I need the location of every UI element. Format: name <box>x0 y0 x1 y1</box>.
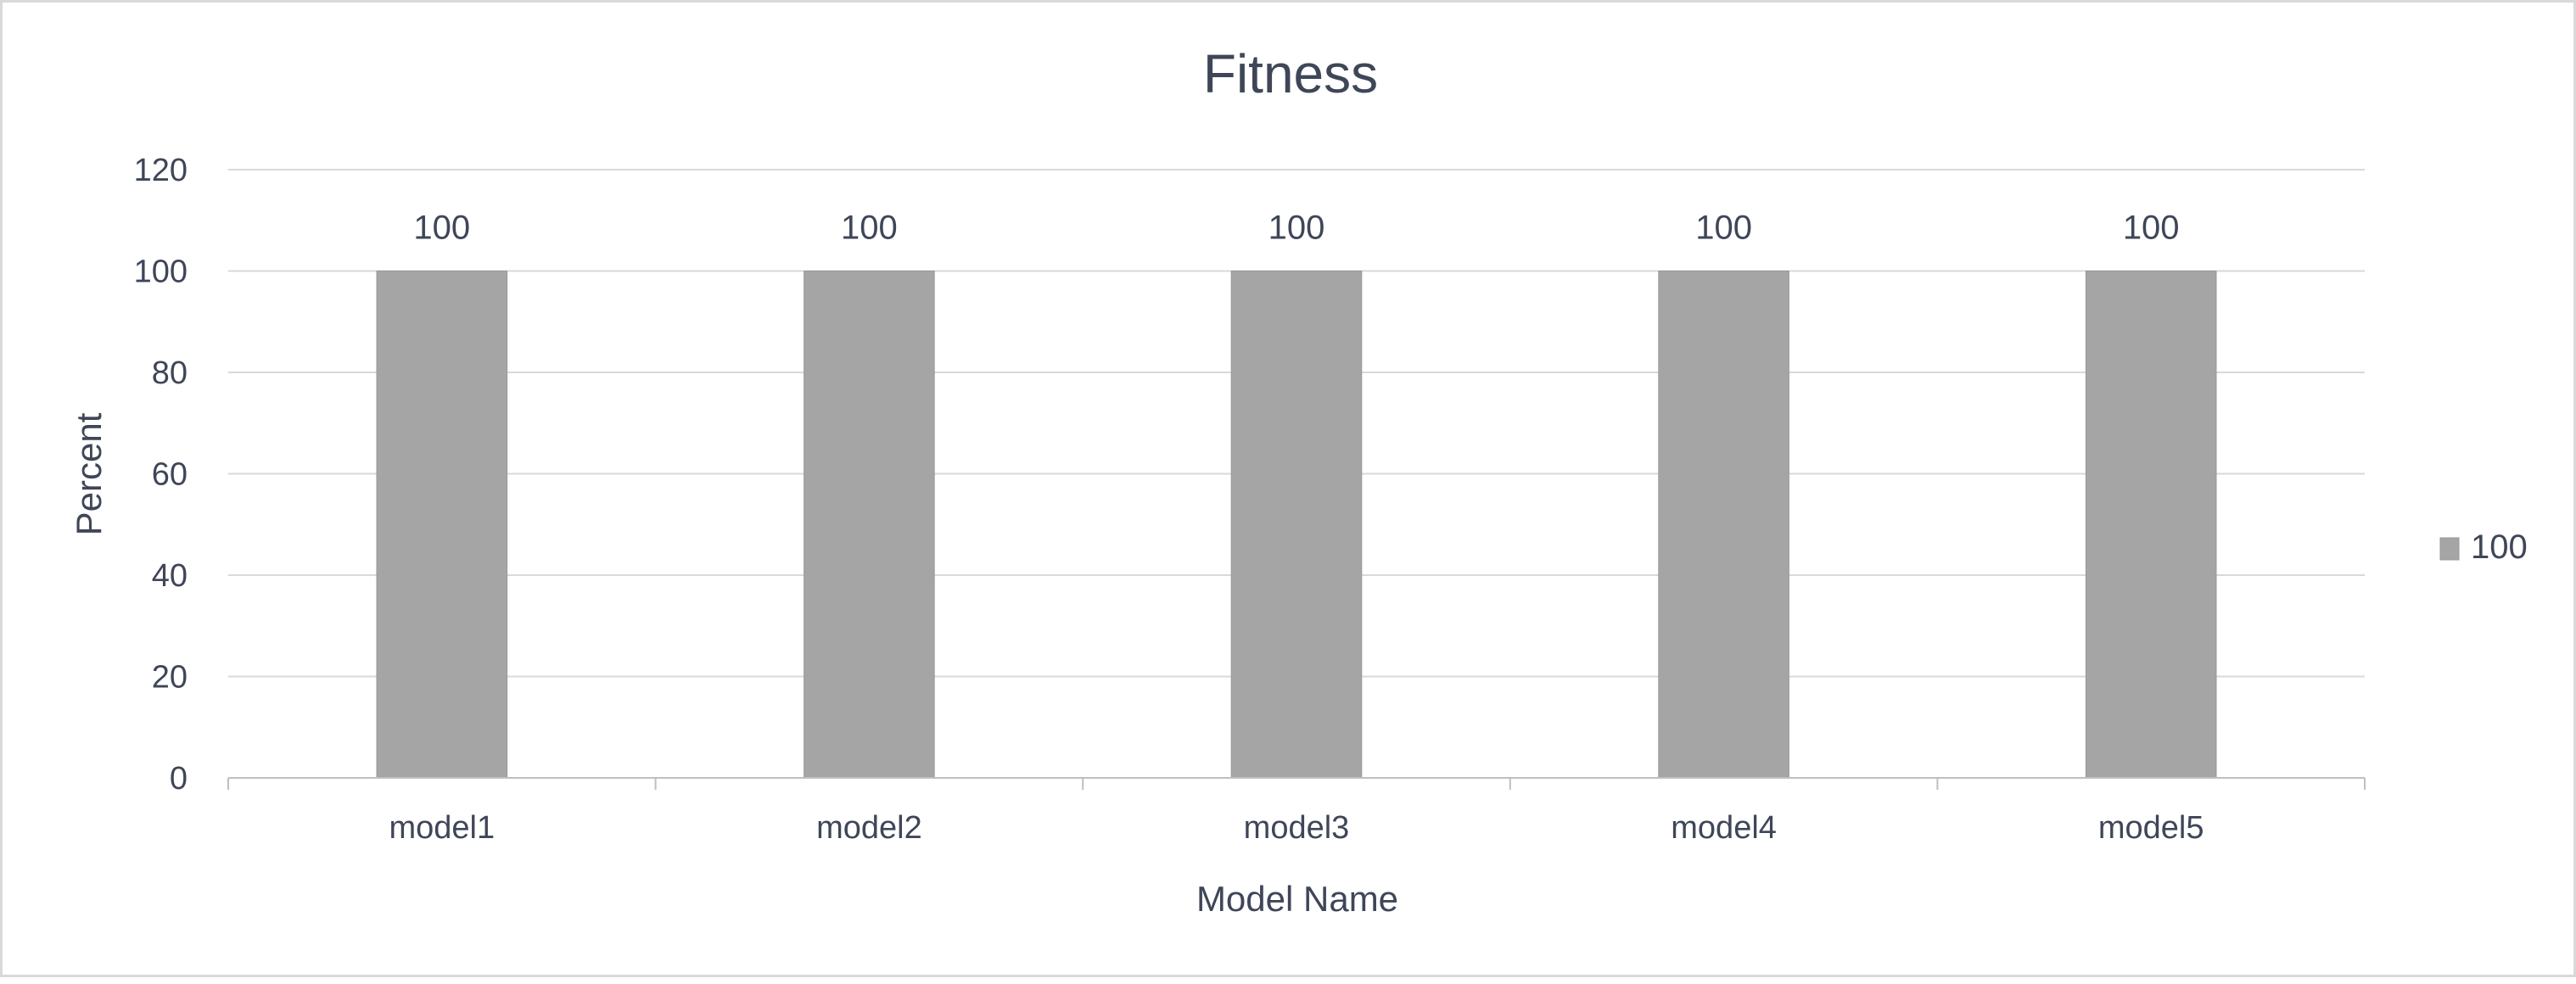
y-tick-label-60: 60 <box>152 457 188 493</box>
x-tick-label-model4: model4 <box>1671 810 1777 846</box>
y-tick-label-100: 100 <box>134 254 188 290</box>
y-tick-label-20: 20 <box>152 660 188 696</box>
y-tick-label-40: 40 <box>152 558 188 594</box>
bar-model1 <box>376 271 508 779</box>
bar-model3 <box>1230 271 1363 779</box>
data-labels: 100 100 100 100 100 <box>413 210 2179 247</box>
legend-swatch <box>2439 537 2460 561</box>
x-axis <box>227 777 2366 790</box>
y-tick-label-120: 120 <box>134 153 188 188</box>
bar-model2 <box>804 271 935 779</box>
data-label-model1: 100 <box>413 210 470 247</box>
legend-label: 100 <box>2471 528 2528 566</box>
bar-model5 <box>2085 271 2217 779</box>
legend: 100 <box>2439 528 2528 566</box>
bar-model4 <box>1658 271 1789 779</box>
chart-title: Fitness <box>1203 43 1378 104</box>
y-axis-title: Percent <box>69 412 109 535</box>
data-label-model4: 100 <box>1695 210 1752 247</box>
x-tick-label-model1: model1 <box>389 810 495 846</box>
data-label-model5: 100 <box>2123 210 2180 247</box>
data-label-model2: 100 <box>841 210 898 247</box>
y-axis-ticks: 0 20 40 60 80 100 120 <box>134 153 188 797</box>
x-axis-tick-labels: model1 model2 model3 model4 model5 <box>389 810 2204 846</box>
data-label-model3: 100 <box>1268 210 1325 247</box>
x-axis-title: Model Name <box>1196 879 1398 919</box>
x-tick-label-model5: model5 <box>2098 810 2204 846</box>
bars <box>376 271 2217 779</box>
x-tick-label-model2: model2 <box>816 810 922 846</box>
y-tick-label-80: 80 <box>152 355 188 391</box>
x-tick-label-model3: model3 <box>1244 810 1350 846</box>
y-tick-label-0: 0 <box>170 761 188 797</box>
